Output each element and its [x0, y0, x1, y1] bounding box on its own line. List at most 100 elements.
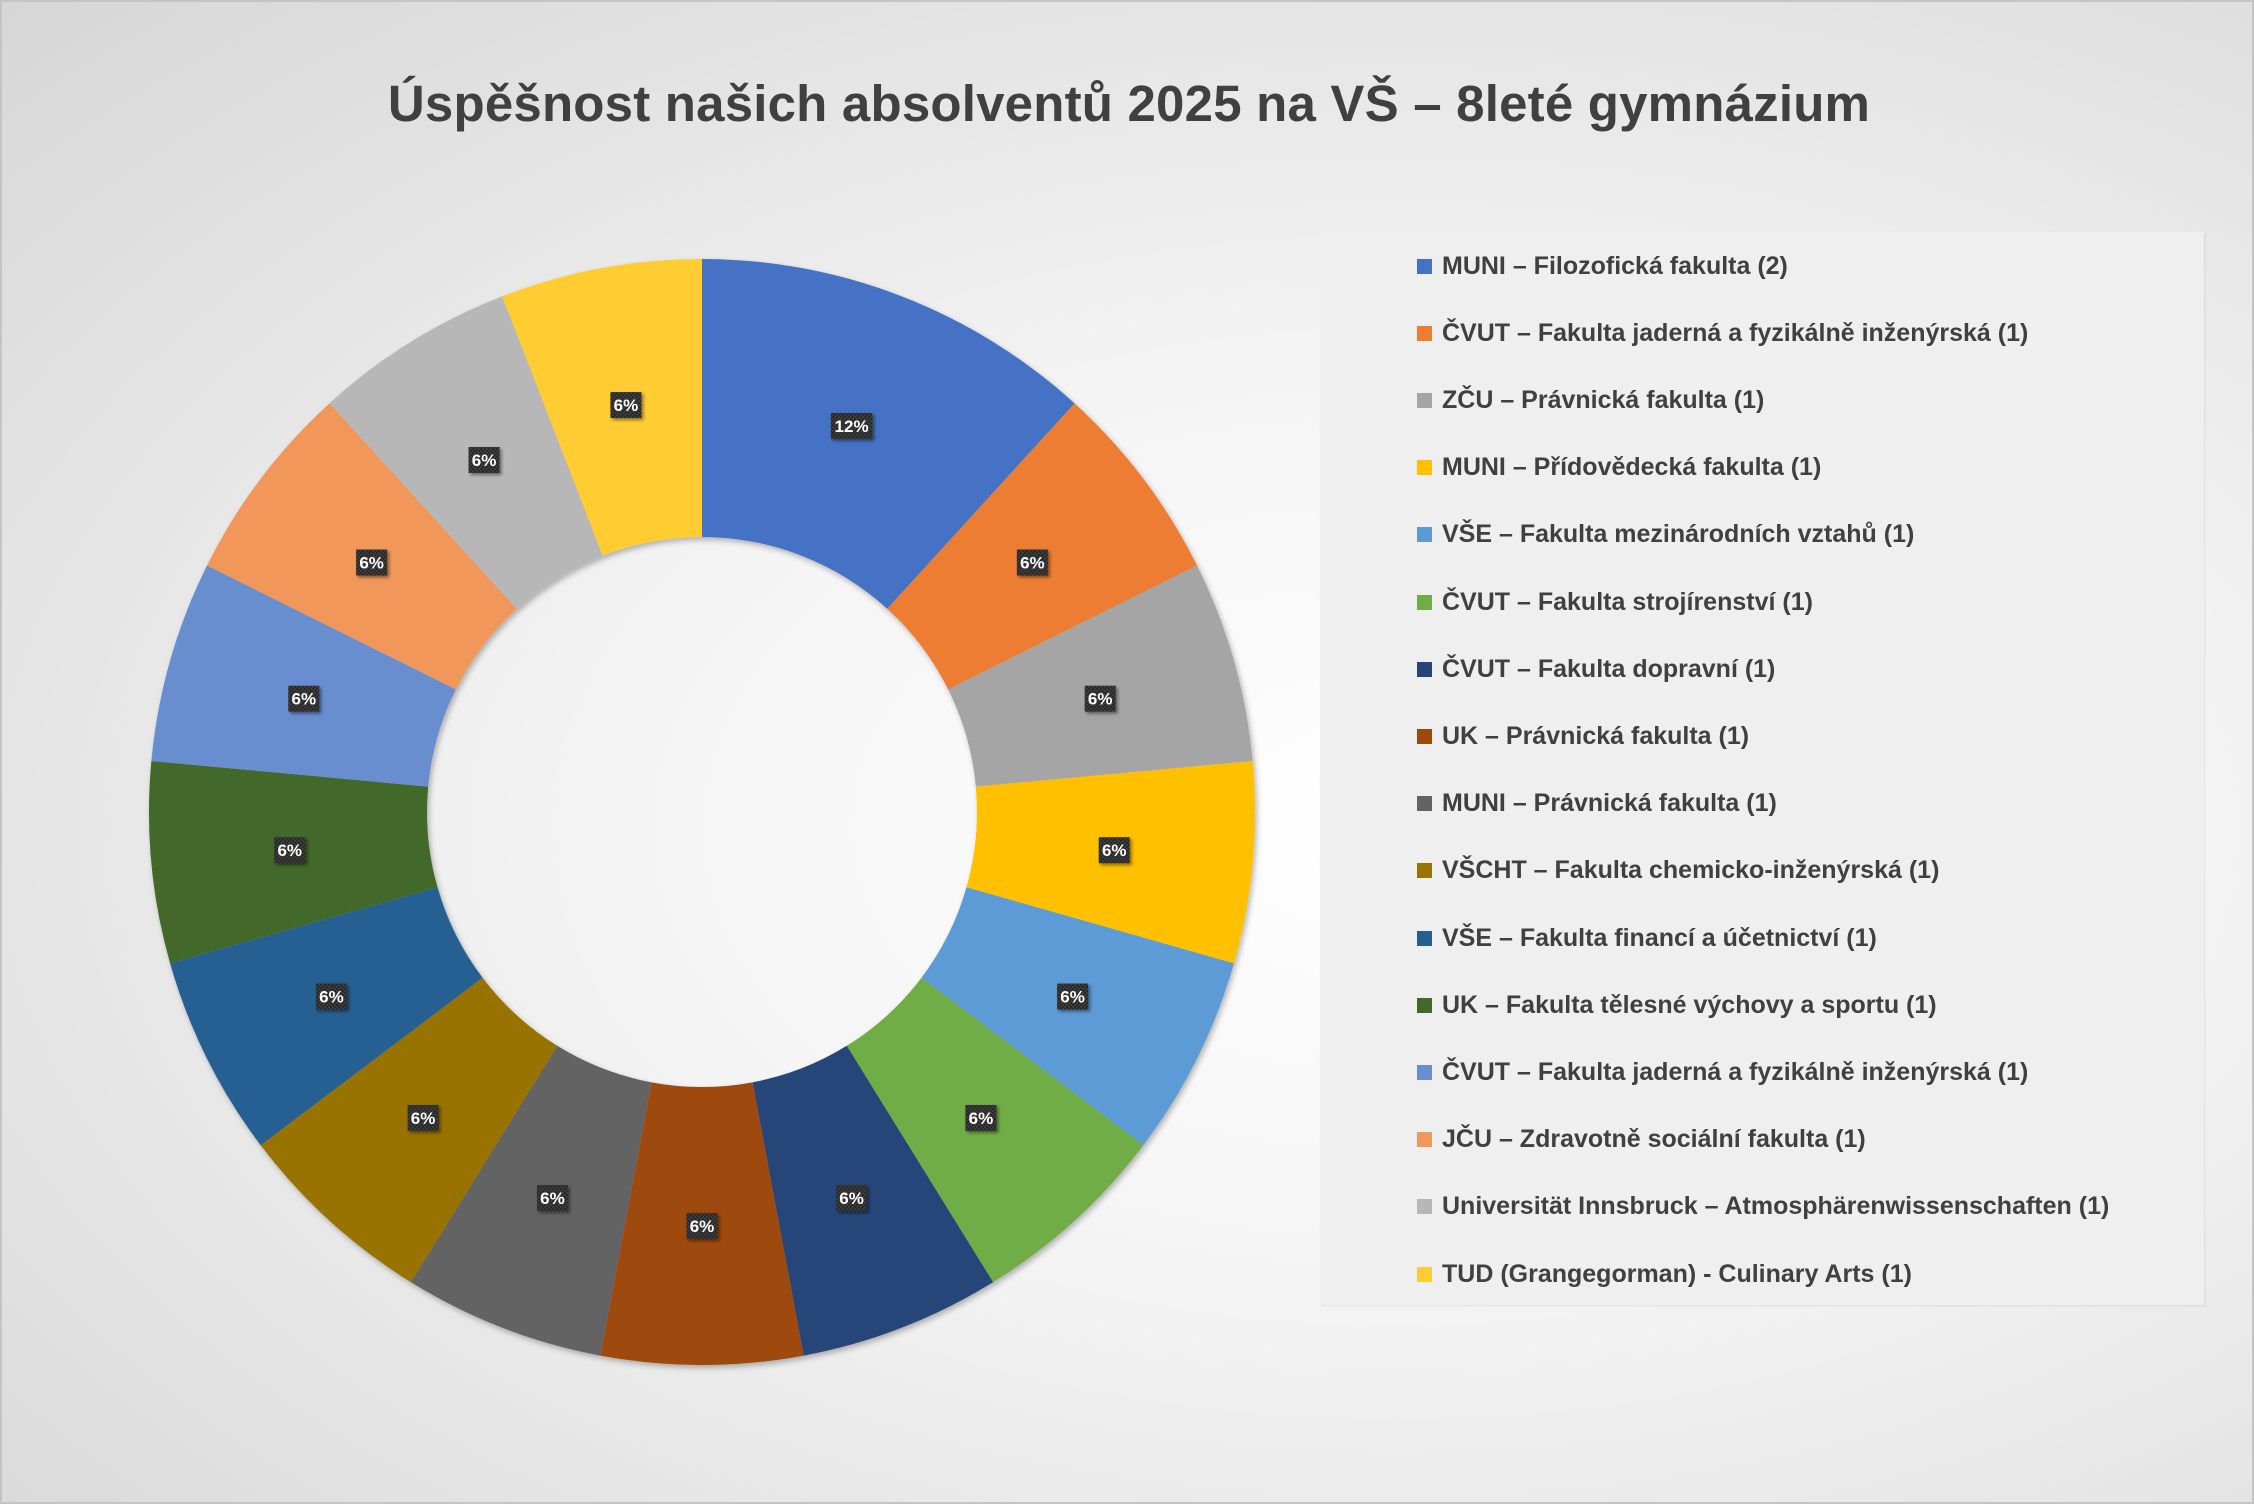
legend-label: ČVUT – Fakulta strojírenství (1): [1442, 587, 1813, 616]
legend-label: VŠE – Fakulta financí a účetnictví (1): [1442, 923, 1877, 952]
legend-label: MUNI – Přídovědecká fakulta (1): [1442, 453, 1822, 482]
legend-label: Universität Innsbruck – Atmosphärenwisse…: [1442, 1192, 2110, 1221]
legend-label: ZČU – Právnická fakulta (1): [1442, 385, 1765, 414]
donut-slice-3: [948, 565, 1253, 787]
legend-swatch: [1417, 796, 1432, 812]
data-label-text: 6%: [614, 396, 639, 415]
data-label-text: 6%: [1060, 988, 1085, 1007]
data-label-box: [836, 1185, 868, 1212]
data-label-8: 6%: [686, 1213, 718, 1239]
legend-item: UK – Fakulta tělesné výchovy a sportu (1…: [1417, 985, 1937, 1025]
legend-item: Universität Innsbruck – Atmosphärenwisse…: [1417, 1187, 2109, 1227]
legend-swatch: [1417, 325, 1432, 341]
legend-item: VŠCHT – Fakulta chemicko-inženýrská (1): [1417, 851, 1939, 891]
legend-swatch: [1417, 661, 1432, 677]
legend-item: ČVUT – Fakulta jaderná a fyzikálně inžen…: [1417, 313, 2028, 353]
data-label-box: [274, 837, 306, 864]
data-label-text: 6%: [411, 1109, 436, 1128]
legend-label: VŠE – Fakulta mezinárodních vztahů (1): [1442, 520, 1915, 549]
legend-label: MUNI – Právnická fakulta (1): [1442, 789, 1777, 818]
legend-label: ČVUT – Fakulta dopravní (1): [1442, 654, 1776, 683]
data-label-box: [315, 983, 347, 1010]
legend-swatch: [1417, 258, 1432, 274]
data-label-text: 6%: [1020, 554, 1045, 573]
donut-slice-11: [170, 887, 483, 1146]
data-label-box: [610, 392, 642, 419]
legend-label: MUNI – Filozofická fakulta (2): [1442, 251, 1788, 280]
data-label-box: [686, 1213, 718, 1239]
data-label-text: 6%: [690, 1217, 715, 1236]
data-label-box: [1098, 837, 1130, 864]
legend-label: VŠCHT – Fakulta chemicko-inženýrská (1): [1442, 856, 1940, 885]
legend-item: MUNI – Právnická fakulta (1): [1417, 784, 1777, 824]
donut-slice-5: [921, 887, 1234, 1146]
data-label-9: 6%: [536, 1185, 568, 1212]
donut-slice-7: [752, 1045, 994, 1356]
legend-swatch: [1417, 1132, 1432, 1148]
data-label-1: 12%: [830, 412, 873, 439]
data-label-13: 6%: [288, 685, 320, 712]
donut-slice-9: [410, 1045, 652, 1356]
data-label-5: 6%: [1057, 983, 1089, 1010]
legend-swatch: [1417, 594, 1432, 610]
data-label-box: [407, 1104, 439, 1131]
data-label-box: [1016, 549, 1048, 576]
legend-item: ČVUT – Fakulta strojírenství (1): [1417, 582, 1813, 622]
data-label-box: [1084, 685, 1116, 712]
legend-swatch: [1417, 1064, 1432, 1080]
data-label-text: 6%: [1102, 841, 1127, 860]
data-label-10: 6%: [407, 1104, 439, 1131]
legend-item: VŠE – Fakulta mezinárodních vztahů (1): [1417, 515, 1914, 555]
chart-title: Úspěšnost našich absolventů 2025 na VŠ –…: [387, 75, 1871, 132]
legend-item: ČVUT – Fakulta dopravní (1): [1417, 649, 1775, 689]
data-label-box: [965, 1104, 997, 1131]
legend-item: ZČU – Právnická fakulta (1): [1417, 380, 1764, 420]
legend-swatch: [1417, 1266, 1432, 1282]
data-label-text: 6%: [319, 988, 344, 1007]
legend-label: UK – Fakulta tělesné výchovy a sportu (1…: [1442, 990, 1937, 1019]
data-label-text: 6%: [540, 1189, 565, 1208]
data-label-2: 6%: [1016, 549, 1048, 576]
data-label-box: [536, 1185, 568, 1212]
data-label-box: [468, 447, 500, 474]
legend-swatch: [1417, 392, 1432, 408]
legend-label: ČVUT – Fakulta jaderná a fyzikálně inžen…: [1442, 318, 2029, 347]
data-label-box: [288, 685, 320, 712]
legend-item: TUD (Grangegorman) - Culinary Arts (1): [1417, 1254, 1912, 1294]
legend-item: JČU – Zdravotně sociální fakulta (1): [1417, 1120, 1866, 1160]
data-label-text: 6%: [277, 841, 302, 860]
data-label-text: 6%: [292, 690, 317, 709]
legend-swatch: [1417, 527, 1432, 543]
data-label-12: 6%: [274, 837, 306, 864]
legend-swatch: [1417, 460, 1432, 476]
legend-item: VŠE – Fakulta financí a účetnictví (1): [1417, 918, 1877, 958]
donut-slice-13: [151, 565, 456, 787]
legend-swatch: [1417, 997, 1432, 1013]
legend-label: ČVUT – Fakulta jaderná a fyzikálně inžen…: [1442, 1057, 2029, 1086]
donut-slice-16: [502, 259, 702, 556]
legend-label: UK – Právnická fakulta (1): [1442, 721, 1750, 750]
data-label-3: 6%: [1084, 685, 1116, 712]
data-label-16: 6%: [610, 392, 642, 419]
data-label-text: 6%: [1088, 690, 1113, 709]
data-label-15: 6%: [468, 447, 500, 474]
legend-label: TUD (Grangegorman) - Culinary Arts (1): [1442, 1259, 1912, 1288]
donut-slice-14: [206, 403, 517, 690]
data-label-box: [830, 412, 873, 439]
data-label-box: [1057, 983, 1089, 1010]
legend-item: MUNI – Filozofická fakulta (2): [1417, 246, 1788, 286]
legend-swatch: [1417, 1199, 1432, 1215]
data-label-box: [356, 549, 388, 576]
data-label-7: 6%: [836, 1185, 868, 1212]
data-label-11: 6%: [315, 983, 347, 1010]
legend-item: MUNI – Přídovědecká fakulta (1): [1417, 448, 1821, 488]
data-label-text: 6%: [839, 1189, 864, 1208]
data-label-text: 6%: [359, 554, 384, 573]
data-label-text: 6%: [969, 1109, 994, 1128]
donut-slice-1: [702, 259, 1075, 609]
legend-item: ČVUT – Fakulta jaderná a fyzikálně inžen…: [1417, 1052, 2028, 1092]
legend: MUNI – Filozofická fakulta (2) ČVUT – Fak…: [1320, 232, 2204, 1305]
data-label-14: 6%: [356, 549, 388, 576]
legend-item: UK – Právnická fakulta (1): [1417, 716, 1749, 756]
